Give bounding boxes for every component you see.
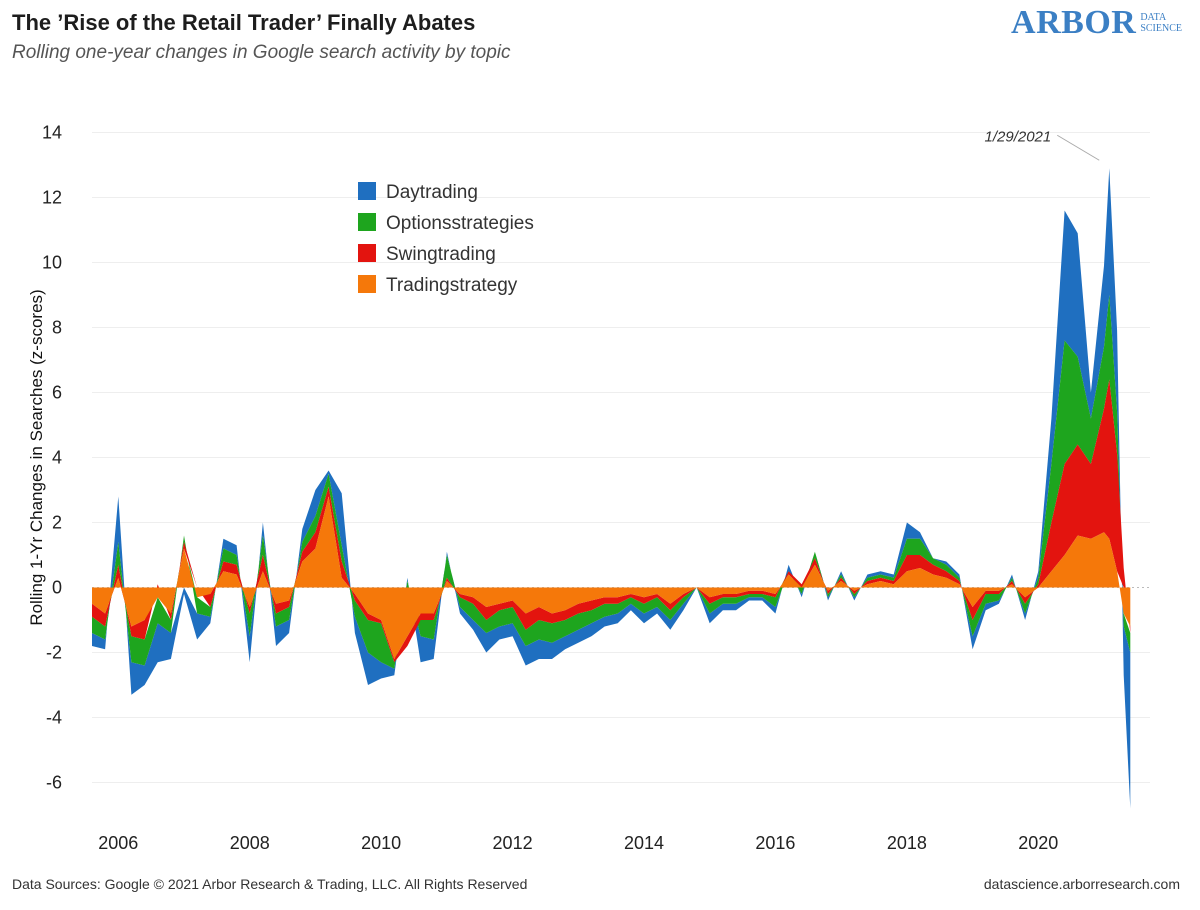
y-tick-label: -4 [46, 708, 62, 728]
x-tick-label: 2008 [230, 833, 270, 853]
x-tick-label: 2006 [98, 833, 138, 853]
y-tick-label: 14 [42, 123, 62, 143]
y-tick-label: 8 [52, 318, 62, 338]
arbor-logo: ARBOR DATA SCIENCE [1011, 4, 1182, 42]
legend-label-tradingstrategy: Tradingstrategy [386, 275, 518, 296]
legend-swatch-tradingstrategy [358, 275, 376, 293]
x-tick-label: 2010 [361, 833, 401, 853]
annotation-leader-line [1057, 134, 1100, 161]
y-tick-label: 2 [52, 513, 62, 533]
annotations: 1/29/2021 [985, 128, 1100, 161]
y-tick-label: -6 [46, 773, 62, 793]
area-daytrading [92, 168, 1131, 809]
x-tick-label: 2020 [1018, 833, 1058, 853]
gridlines [92, 132, 1150, 783]
y-tick-label: 6 [52, 383, 62, 403]
y-tick-label: -2 [46, 643, 62, 663]
y-tick-label: 12 [42, 188, 62, 208]
y-axis-title: Rolling 1-Yr Changes in Searches (z-scor… [27, 289, 46, 625]
data-source-note: Data Sources: Google © 2021 Arbor Resear… [12, 876, 528, 892]
logo-subtext-line2: SCIENCE [1140, 23, 1182, 34]
area-tradingstrategy [92, 496, 1131, 659]
logo-subtext-line1: DATA [1140, 12, 1167, 23]
x-tick-label: 2014 [624, 833, 664, 853]
chart-title: The ’Rise of the Retail Trader’ Finally … [12, 10, 476, 35]
website-link[interactable]: datascience.arborresearch.com [983, 876, 1180, 892]
annotation-label: 1/29/2021 [985, 128, 1052, 145]
x-tick-label: 2016 [755, 833, 795, 853]
y-tick-label: 10 [42, 253, 62, 273]
legend-swatch-optionsstrategies [358, 213, 376, 231]
legend-swatch-daytrading [358, 182, 376, 200]
stacked-area-chart: 14 12 10 8 6 4 2 0 -2 -4 -6 2006 2008 2010 2012 2014 201… [27, 123, 1150, 854]
series-areas [92, 168, 1131, 809]
legend: Daytrading Optionsstrategies Swingtrading T… [358, 182, 534, 296]
y-tick-label: 4 [52, 448, 62, 468]
legend-swatch-swingtrading [358, 244, 376, 262]
logo-wordmark: ARBOR [1011, 4, 1137, 41]
chart-subtitle: Rolling one-year changes in Google searc… [12, 42, 511, 63]
axes: 14 12 10 8 6 4 2 0 -2 -4 -6 2006 2008 2010 2012 2014 201… [27, 123, 1058, 854]
legend-label-optionsstrategies: Optionsstrategies [386, 213, 534, 234]
logo-subtext: DATA SCIENCE [1140, 12, 1182, 34]
legend-label-swingtrading: Swingtrading [386, 244, 496, 265]
legend-label-daytrading: Daytrading [386, 182, 478, 203]
y-tick-label: 0 [52, 578, 62, 598]
x-tick-label: 2012 [493, 833, 533, 853]
x-tick-label: 2018 [887, 833, 927, 853]
